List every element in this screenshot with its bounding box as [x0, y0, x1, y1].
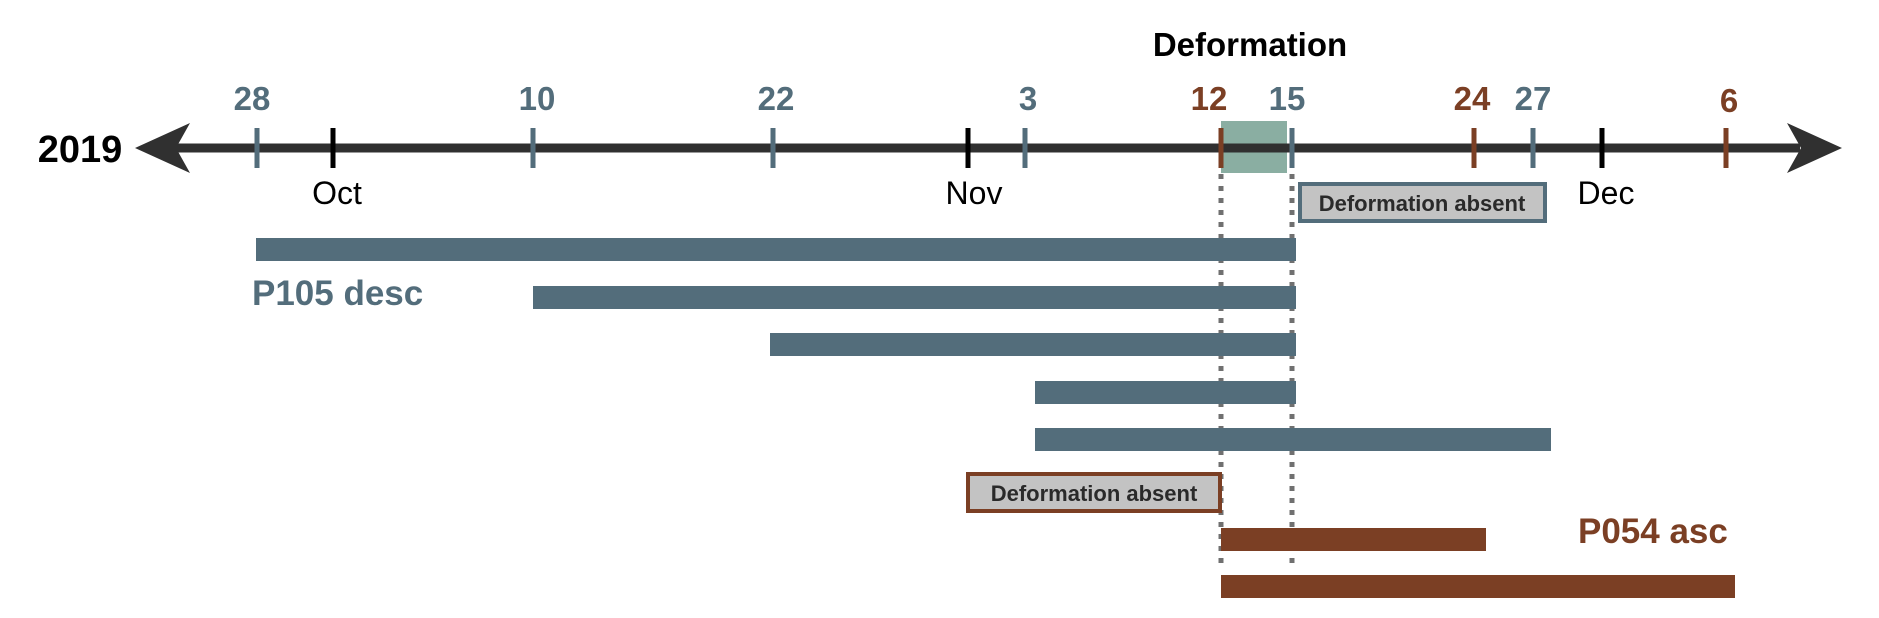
desc-pair-bar: [256, 238, 1296, 261]
asc-pairs: [1221, 528, 1735, 598]
desc-pairs: [256, 238, 1551, 451]
desc-date-label: 22: [758, 80, 795, 117]
asc-date-label: 12: [1191, 80, 1228, 117]
desc-pair-bar: [533, 286, 1296, 309]
desc-date-label: 15: [1269, 80, 1306, 117]
desc-acquisition-ticks: [254, 128, 1536, 168]
asc-date-label: 6: [1720, 82, 1738, 119]
desc-date-label: 3: [1019, 80, 1037, 117]
asc-acquisition-ticks: [1218, 128, 1729, 168]
desc-pair-bar: [1035, 428, 1551, 451]
axis-left-arrow-icon: [135, 123, 190, 173]
month-label-oct: Oct: [312, 175, 362, 211]
diagram-title: Deformation: [1153, 26, 1347, 63]
desc-pair-bar: [1035, 381, 1296, 404]
desc-track-label: P105 desc: [252, 274, 423, 313]
month-ticks: [330, 128, 1605, 168]
axis-right-arrow-icon: [1787, 123, 1842, 173]
absent-label-asc: Deformation absent: [991, 481, 1198, 506]
asc-track-label: P054 asc: [1578, 512, 1728, 551]
asc-date-label: 24: [1454, 80, 1491, 117]
asc-pair-bar: [1221, 528, 1486, 551]
month-label-nov: Nov: [946, 175, 1003, 211]
desc-date-label: 27: [1515, 80, 1552, 117]
month-label-dec: Dec: [1578, 175, 1635, 211]
absent-box-asc: [966, 472, 1222, 513]
desc-date-label: 10: [519, 80, 556, 117]
asc-pair-bar: [1221, 575, 1735, 598]
absent-box-desc: [1298, 182, 1547, 223]
desc-date-label: 28: [234, 80, 271, 117]
absent-label-desc: Deformation absent: [1319, 191, 1526, 216]
desc-pair-bar: [770, 333, 1296, 356]
year-label: 2019: [38, 129, 123, 171]
